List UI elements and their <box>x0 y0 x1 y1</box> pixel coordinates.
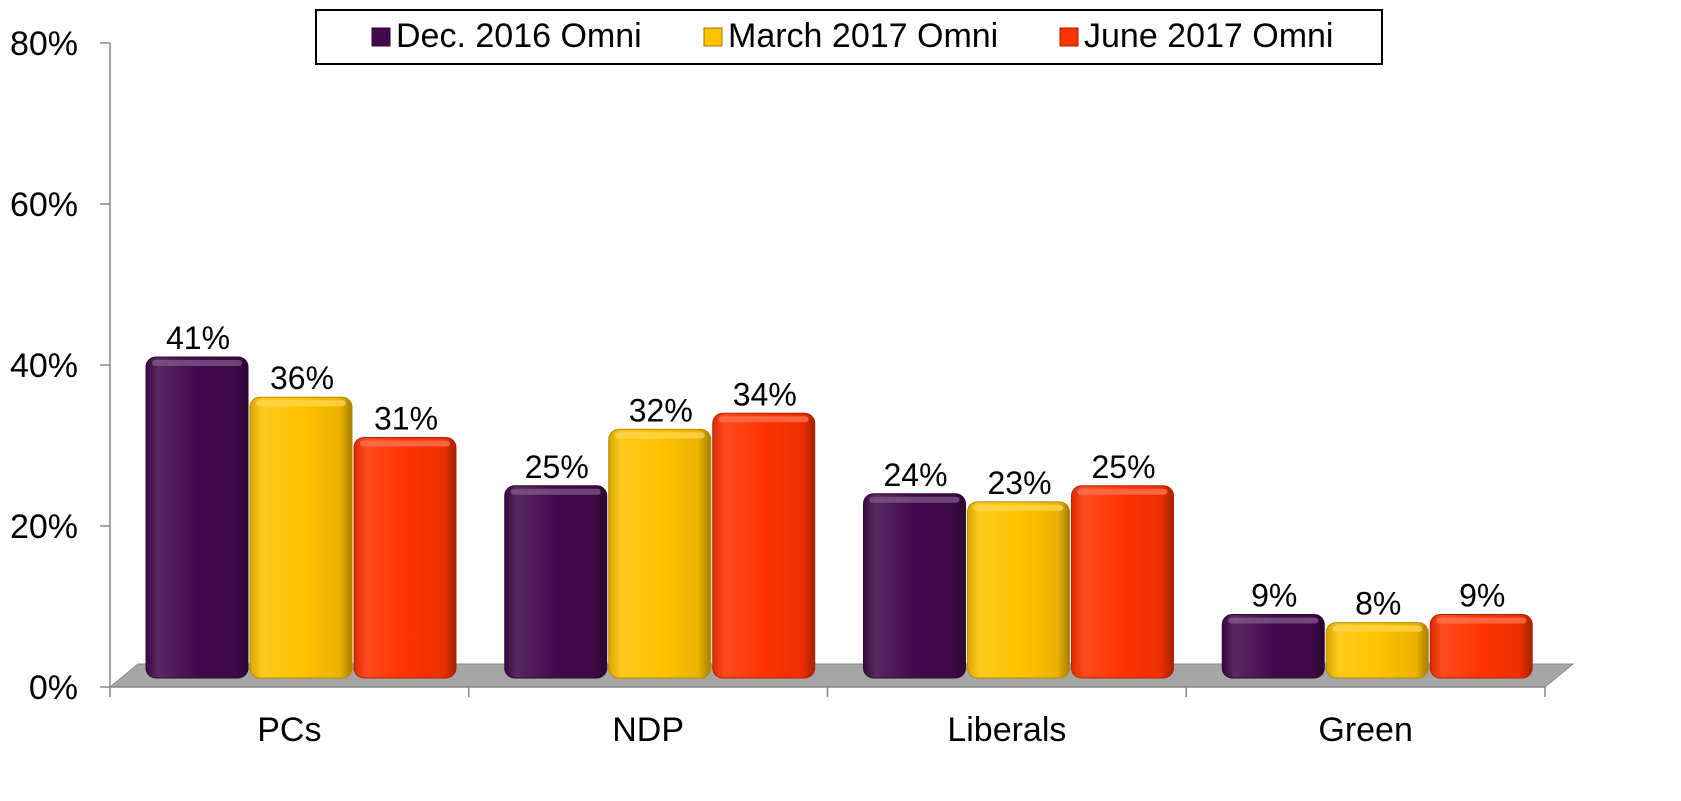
data-label: 8% <box>1355 586 1401 622</box>
data-label: 25% <box>525 449 589 485</box>
bars <box>145 356 1533 679</box>
axes: 0% 20% 40% 60% 80% PCs NDP Liberals Green <box>10 25 1546 749</box>
bar-highlight <box>152 359 242 366</box>
bar <box>1325 622 1429 679</box>
bar <box>608 428 712 679</box>
data-label: 9% <box>1251 578 1297 614</box>
legend-swatch <box>371 27 391 47</box>
legend-label: June 2017 Omni <box>1084 17 1334 55</box>
data-label: 23% <box>987 465 1051 501</box>
bar-highlight <box>256 400 346 407</box>
data-label: 32% <box>629 392 693 428</box>
legend-label: Dec. 2016 Omni <box>396 17 642 55</box>
data-label: 9% <box>1459 578 1505 614</box>
bar-highlight <box>718 416 809 423</box>
legend-label: March 2017 Omni <box>728 17 998 55</box>
bar <box>249 396 353 679</box>
bar-highlight <box>1077 488 1168 495</box>
bar-highlight <box>973 504 1064 511</box>
bar-highlight <box>1228 617 1319 624</box>
bar <box>712 412 816 679</box>
bar <box>1429 614 1533 679</box>
category-label: PCs <box>257 711 321 749</box>
bar <box>145 356 249 679</box>
bar <box>967 501 1070 679</box>
bar-highlight <box>1332 625 1423 632</box>
category-label: Green <box>1318 711 1413 749</box>
data-label: 25% <box>1091 449 1155 485</box>
bar <box>353 436 457 679</box>
y-tick-label: 80% <box>10 25 78 63</box>
category-label: NDP <box>612 711 684 749</box>
legend-swatch <box>1059 27 1079 47</box>
bar-highlight <box>869 496 960 503</box>
y-tick-label: 40% <box>10 347 78 385</box>
y-tick-label: 20% <box>10 508 78 546</box>
bar-highlight <box>360 440 450 447</box>
y-tick-label: 0% <box>29 669 78 707</box>
legend-swatch <box>703 27 723 47</box>
data-labels: 41% 36% 31% 25% 32% 34% 24% 23% 25% 9% 8% 9% <box>166 320 1505 622</box>
bar <box>863 493 966 679</box>
bar-highlight <box>1436 617 1527 624</box>
legend: Dec. 2016 Omni March 2017 Omni June 2017 O… <box>315 9 1383 65</box>
data-label: 34% <box>733 376 797 412</box>
bar-highlight <box>510 488 601 495</box>
data-label: 36% <box>270 360 334 396</box>
data-label: 31% <box>374 400 438 436</box>
data-label: 41% <box>166 320 230 356</box>
bar <box>1221 614 1325 679</box>
bar <box>1071 485 1174 679</box>
legend-box <box>315 9 1383 65</box>
category-label: Liberals <box>947 711 1066 749</box>
data-label: 24% <box>883 457 947 493</box>
bar-highlight <box>614 432 705 439</box>
bar <box>504 485 608 679</box>
y-tick-label: 60% <box>10 186 78 224</box>
